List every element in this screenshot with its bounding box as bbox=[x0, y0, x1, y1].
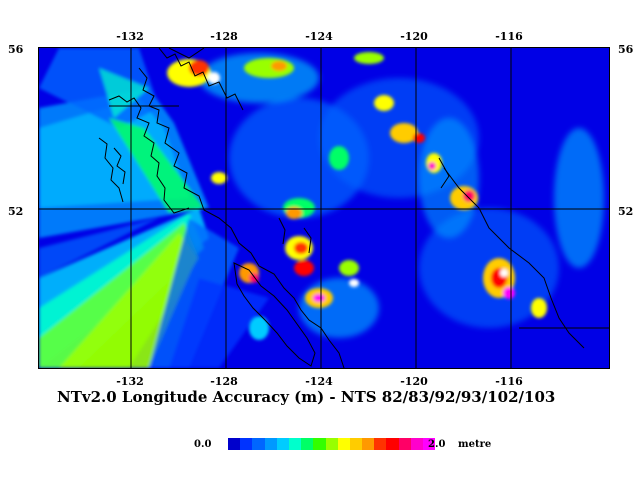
lon-tick-bottom-120: -120 bbox=[400, 376, 428, 388]
accuracy-map-raster bbox=[39, 48, 609, 368]
scale-unit-label: metre bbox=[458, 439, 491, 450]
lon-tick-bottom-128: -128 bbox=[210, 376, 238, 388]
color-scale-swatch bbox=[301, 438, 313, 450]
lon-tick-top-120: -120 bbox=[400, 31, 428, 43]
lon-tick-bottom-124: -124 bbox=[305, 376, 333, 388]
lon-tick-top-132: -132 bbox=[116, 31, 144, 43]
color-scale-swatch bbox=[338, 438, 350, 450]
lon-tick-bottom-116: -116 bbox=[495, 376, 523, 388]
color-scale-bar bbox=[228, 438, 435, 450]
color-scale-swatch bbox=[265, 438, 277, 450]
scale-max-label: 2.0 bbox=[428, 439, 445, 450]
lon-tick-top-124: -124 bbox=[305, 31, 333, 43]
color-scale-swatch bbox=[350, 438, 362, 450]
lon-tick-bottom-132: -132 bbox=[116, 376, 144, 388]
lat-tick-left-52: 52 bbox=[8, 206, 23, 218]
lon-tick-top-116: -116 bbox=[495, 31, 523, 43]
lon-tick-top-128: -128 bbox=[210, 31, 238, 43]
color-scale-swatch bbox=[374, 438, 386, 450]
lat-tick-right-52: 52 bbox=[618, 206, 633, 218]
color-scale-swatch bbox=[240, 438, 252, 450]
color-scale-swatch bbox=[411, 438, 423, 450]
color-scale-swatch bbox=[362, 438, 374, 450]
scale-min-label: 0.0 bbox=[194, 439, 211, 450]
lat-tick-left-56: 56 bbox=[8, 44, 23, 56]
map-title: NTv2.0 Longitude Accuracy (m) - NTS 82/8… bbox=[57, 388, 555, 406]
color-scale-swatch bbox=[228, 438, 240, 450]
color-scale-swatch bbox=[313, 438, 325, 450]
color-scale-swatch bbox=[252, 438, 264, 450]
color-scale-swatch bbox=[289, 438, 301, 450]
accuracy-map bbox=[38, 47, 610, 369]
lat-tick-right-56: 56 bbox=[618, 44, 633, 56]
color-scale-swatch bbox=[386, 438, 398, 450]
color-scale-swatch bbox=[399, 438, 411, 450]
color-scale-swatch bbox=[277, 438, 289, 450]
color-scale-swatch bbox=[326, 438, 338, 450]
